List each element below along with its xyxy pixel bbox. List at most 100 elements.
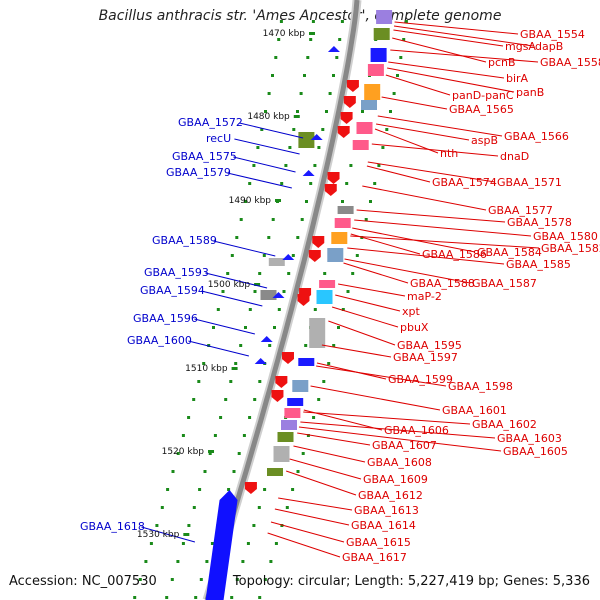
track-dot	[263, 488, 267, 491]
label-leader	[213, 240, 276, 257]
label-leader	[188, 340, 250, 357]
gene-block	[267, 468, 283, 476]
label-leader	[316, 365, 447, 387]
right-gene-label: GBAA_1574	[432, 176, 497, 189]
track-dot	[234, 362, 238, 365]
gene-block	[284, 408, 301, 418]
left-gene-label: GBAA_1593	[144, 266, 209, 279]
right-gene-label: mgsA	[505, 40, 536, 53]
accession-text: Accession: NC_007530	[9, 574, 157, 589]
right-gene-label: GBAA_1582	[541, 242, 600, 255]
kbp-tick-label: 1470 kbp	[263, 29, 306, 39]
track-dot	[248, 416, 252, 419]
gene-block	[370, 48, 387, 62]
track-dot	[282, 290, 286, 293]
track-dot	[313, 164, 317, 167]
gene-block	[331, 232, 348, 244]
label-leader	[335, 294, 401, 312]
label-leader	[393, 29, 504, 47]
track-dot	[327, 362, 331, 365]
kbp-tick-label: 1500 kbp	[208, 280, 251, 290]
gene-block	[268, 258, 285, 266]
label-leader	[270, 521, 345, 543]
gene-block	[287, 398, 304, 406]
kbp-tick-label: 1480 kbp	[247, 112, 290, 122]
kbp-tick-mark	[293, 115, 300, 118]
gene-block	[367, 64, 384, 76]
label-leader	[392, 37, 487, 63]
gene-arrow	[327, 46, 340, 52]
track-dot	[271, 218, 275, 221]
label-leader	[286, 470, 357, 496]
right-gene-label: GBAA_1578	[507, 216, 572, 229]
gene-arrow	[271, 390, 284, 402]
right-gene-label: GBAA_1608	[367, 456, 432, 469]
kbp-tick-label: 1530 kbp	[137, 530, 180, 540]
track-dot	[268, 344, 272, 347]
label-leader	[377, 115, 503, 137]
label-leader	[356, 209, 506, 223]
right-gene-label: GBAA_1558	[540, 56, 600, 69]
left-gene-label: GBAA_1618	[80, 520, 145, 533]
track-dot	[296, 236, 300, 239]
track-dot	[274, 542, 278, 545]
track-dot	[345, 182, 349, 185]
track-dot	[229, 380, 233, 383]
label-leader	[303, 411, 471, 425]
kbp-tick-mark	[275, 199, 282, 202]
track-dot	[296, 470, 300, 473]
gene-arrow	[282, 254, 295, 260]
right-gene-label: GBAA_1598	[448, 380, 513, 393]
right-gene-label: nth	[440, 147, 458, 160]
track-dot	[235, 236, 239, 239]
right-gene-label: birA	[506, 72, 529, 85]
track-dot	[155, 524, 159, 527]
track-dot	[253, 290, 257, 293]
right-gene-label: GBAA_1614	[351, 519, 416, 532]
gene-arrow	[346, 80, 359, 92]
label-leader	[205, 272, 268, 289]
gene-block	[277, 432, 294, 442]
gene-arrow	[272, 292, 285, 298]
track-dot	[271, 74, 274, 77]
label-leader	[300, 421, 496, 439]
track-dot	[288, 146, 292, 149]
track-dot	[239, 218, 243, 221]
label-leader	[350, 235, 540, 249]
track-dot	[300, 218, 304, 221]
label-leader	[298, 426, 502, 452]
label-leader	[201, 290, 263, 307]
gene-arrow	[297, 294, 310, 306]
track-dot	[171, 470, 175, 473]
track-dot	[355, 254, 359, 257]
label-leader	[267, 532, 341, 558]
track-dot	[299, 92, 303, 95]
track-dot	[260, 128, 264, 131]
gene-arrow	[312, 236, 325, 248]
track-dot	[285, 506, 289, 509]
gene-arrow	[310, 134, 323, 140]
track-dot	[198, 488, 202, 491]
track-dot	[373, 182, 377, 185]
track-dot	[340, 20, 344, 23]
track-dot	[194, 596, 198, 599]
label-leader	[393, 25, 534, 47]
label-leader	[310, 385, 441, 411]
left-gene-label: GBAA_1600	[127, 334, 192, 347]
right-gene-label: GBAA_1586	[422, 248, 487, 261]
left-gene-label: GBAA_1596	[133, 312, 198, 325]
track-dot	[306, 434, 310, 437]
track-dot	[264, 110, 267, 113]
gene-arrow	[337, 126, 350, 138]
track-dot	[279, 20, 283, 23]
gene-block	[298, 358, 315, 366]
track-dot	[244, 200, 247, 203]
label-leader	[331, 306, 399, 328]
label-leader	[367, 161, 496, 183]
track-dot	[176, 452, 180, 455]
track-dot	[321, 128, 325, 131]
track-dot	[257, 506, 261, 509]
label-leader	[234, 138, 300, 155]
right-gene-label: GBAA_1587	[472, 277, 537, 290]
track-dot	[244, 326, 247, 329]
